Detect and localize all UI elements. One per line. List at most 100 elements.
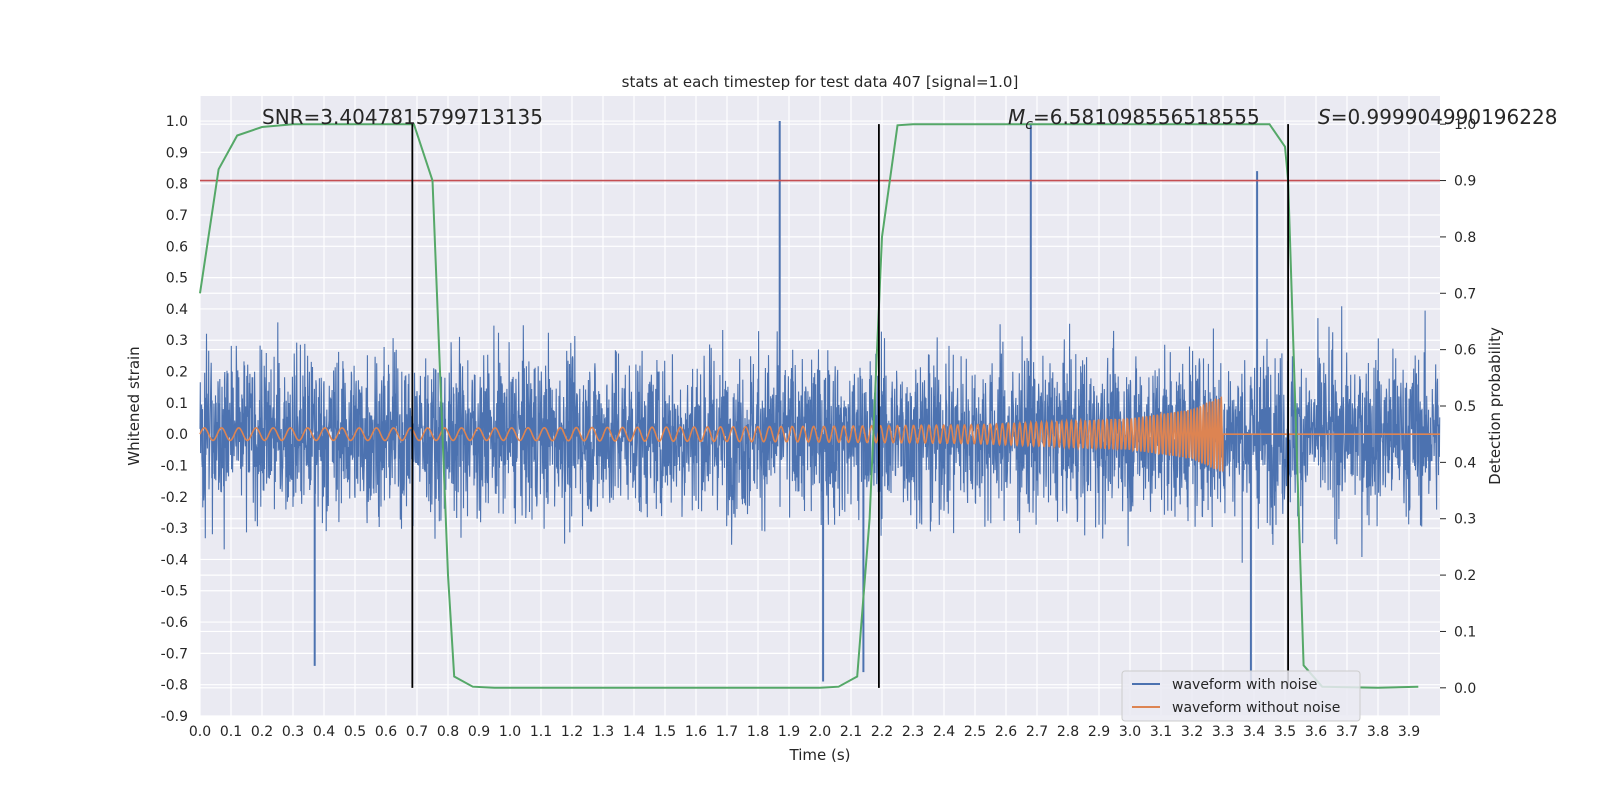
y-tick-label: -0.8 <box>161 678 188 694</box>
series-detection-probability <box>199 123 1419 689</box>
x-tick-label: 2.6 <box>995 724 1017 740</box>
x-tick-label: 0.5 <box>344 724 366 740</box>
y-tick-label: 0.4 <box>166 302 188 318</box>
x-tick-label: 2.0 <box>809 724 831 740</box>
y2-tick-label: 0.4 <box>1454 455 1476 471</box>
legend: waveform with noise waveform without noi… <box>1121 670 1361 722</box>
annotation-snr: SNR=3.4047815799713135 <box>262 105 543 129</box>
noise-trace <box>199 306 1441 563</box>
y2-tick-label: 1.0 <box>1454 117 1476 133</box>
y-tick-label: -0.1 <box>161 458 188 474</box>
x-tick-label: 3.0 <box>1119 724 1141 740</box>
x-tick-label: 3.7 <box>1336 724 1358 740</box>
legend-label-clean: waveform without noise <box>1172 700 1340 716</box>
legend-label-noise: waveform with noise <box>1172 677 1317 693</box>
x-axis-label: Time (s) <box>789 746 851 764</box>
y-tick-label: -0.2 <box>161 490 188 506</box>
vertical-markers <box>411 124 1289 688</box>
x-tick-label: 1.0 <box>499 724 521 740</box>
x-tick-label: 3.5 <box>1274 724 1296 740</box>
y-axis-ticks: -0.9 -0.8 -0.7 -0.6 -0.5 -0.4 -0.3 -0.2 -0.1 0.0 0… <box>161 114 188 725</box>
annotation-chirp-mass: Mc=6.581098556518555 <box>1008 105 1260 133</box>
x-tick-label: 0.3 <box>282 724 304 740</box>
y-tick-label: 0.1 <box>166 396 188 412</box>
x-tick-label: 1.5 <box>654 724 676 740</box>
series-waveform-without-noise <box>199 396 1440 472</box>
x-tick-label: 1.3 <box>592 724 614 740</box>
x-tick-label: 1.4 <box>623 724 645 740</box>
series-waveform-with-noise <box>199 121 1441 682</box>
x-tick-label: 2.9 <box>1088 724 1110 740</box>
x-tick-label: 0.9 <box>468 724 490 740</box>
x-tick-label: 1.8 <box>747 724 769 740</box>
x-tick-label: 0.8 <box>437 724 459 740</box>
x-tick-label: 3.2 <box>1181 724 1203 740</box>
y-tick-label: 0.7 <box>166 208 188 224</box>
x-tick-label: 2.1 <box>840 724 862 740</box>
x-axis-ticks: 0.0 0.1 0.2 0.3 0.4 0.5 0.6 0.7 0.8 0.9 1.0 1.1 1.2 1… <box>189 724 1420 740</box>
y-tick-label: 0.0 <box>166 427 188 443</box>
x-tick-label: 0.1 <box>220 724 242 740</box>
x-tick-label: 1.6 <box>685 724 707 740</box>
y-tick-label: -0.5 <box>161 584 188 600</box>
clean-trace <box>199 396 1440 472</box>
y2-tick-label: 0.0 <box>1454 681 1476 697</box>
x-tick-label: 2.7 <box>1026 724 1048 740</box>
y-tick-label: -0.9 <box>161 709 188 725</box>
x-tick-label: 1.1 <box>530 724 552 740</box>
x-tick-label: 3.1 <box>1150 724 1172 740</box>
y-tick-label: -0.6 <box>161 615 188 631</box>
y2-tick-label: 0.3 <box>1454 512 1476 528</box>
x-tick-label: 3.3 <box>1212 724 1234 740</box>
x-tick-label: 0.2 <box>251 724 273 740</box>
x-tick-label: 2.4 <box>933 724 955 740</box>
y2-tick-label: 0.8 <box>1454 230 1476 246</box>
grid <box>199 96 1440 717</box>
y-tick-label: 0.3 <box>166 333 188 349</box>
y-tick-label: -0.4 <box>161 552 188 568</box>
y-tick-label: 0.6 <box>166 239 188 255</box>
y2-tick-label: 0.2 <box>1454 568 1476 584</box>
annotation-chirp-mass-subscript: c <box>1025 117 1033 133</box>
y2-tick-label: 0.7 <box>1454 286 1476 302</box>
x-tick-label: 2.2 <box>871 724 893 740</box>
legend-box <box>1121 670 1361 722</box>
plot-area <box>199 121 1441 689</box>
x-tick-label: 2.5 <box>964 724 986 740</box>
x-tick-label: 0.4 <box>313 724 335 740</box>
y2-tick-label: 0.1 <box>1454 624 1476 640</box>
y-tick-label: 0.5 <box>166 271 188 287</box>
annotation-score: S=0.999904990196228 <box>1318 105 1557 129</box>
y-tick-label: -0.7 <box>161 646 188 662</box>
y-tick-label: 0.9 <box>166 145 188 161</box>
annotation-chirp-mass-value: =6.581098556518555 <box>1033 105 1260 129</box>
y2-tick-label: 0.6 <box>1454 343 1476 359</box>
x-tick-label: 1.9 <box>778 724 800 740</box>
x-tick-label: 3.9 <box>1398 724 1420 740</box>
x-tick-label: 0.6 <box>375 724 397 740</box>
x-tick-label: 3.6 <box>1305 724 1327 740</box>
y2-axis-label: Detection probability <box>1486 327 1504 485</box>
y2-tick-label: 0.5 <box>1454 399 1476 415</box>
x-tick-label: 0.7 <box>406 724 428 740</box>
y-tick-label: 0.8 <box>166 177 188 193</box>
annotation-score-symbol: S <box>1318 105 1331 129</box>
probability-trace <box>199 123 1419 689</box>
x-tick-label: 3.8 <box>1367 724 1389 740</box>
x-tick-label: 1.7 <box>716 724 738 740</box>
y-axis-label: Whitened strain <box>125 346 143 465</box>
y2-axis-ticks: 0.0 0.1 0.2 0.3 0.4 0.5 0.6 0.7 0.8 0.9 1.0 <box>1440 117 1476 697</box>
x-tick-label: 2.8 <box>1057 724 1079 740</box>
y-tick-label: 0.2 <box>166 365 188 381</box>
annotation-chirp-mass-symbol: M <box>1008 105 1025 129</box>
annotation-score-value: =0.999904990196228 <box>1331 105 1558 129</box>
x-tick-label: 0.0 <box>189 724 211 740</box>
x-tick-label: 2.3 <box>902 724 924 740</box>
x-tick-label: 3.4 <box>1243 724 1265 740</box>
y2-tick-label: 0.9 <box>1454 174 1476 190</box>
x-tick-label: 1.2 <box>561 724 583 740</box>
y-tick-label: -0.3 <box>161 521 188 537</box>
chart-title: stats at each timestep for test data 407… <box>622 73 1019 91</box>
y-tick-label: 1.0 <box>166 114 188 130</box>
